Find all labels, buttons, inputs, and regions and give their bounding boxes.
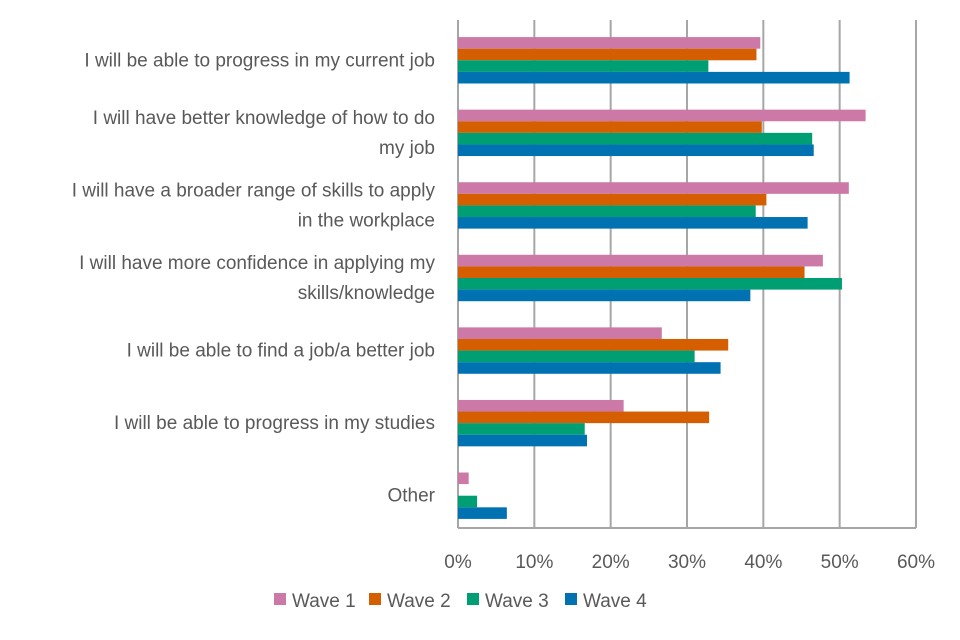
category-label: I will have more confidence in applying … bbox=[79, 253, 435, 274]
bar-wave-4 bbox=[458, 217, 808, 229]
bar-wave-3 bbox=[458, 132, 813, 145]
x-tick-label: 20% bbox=[592, 552, 630, 573]
legend-label: Wave 2 bbox=[387, 591, 451, 612]
bar-wave-4 bbox=[458, 71, 850, 84]
legend-swatch bbox=[565, 593, 577, 605]
bar-wave-3 bbox=[458, 495, 478, 508]
bar-wave-1 bbox=[458, 472, 469, 485]
bar-wave-4 bbox=[458, 289, 751, 302]
x-tick-label: 10% bbox=[515, 552, 553, 573]
bar-wave-3 bbox=[458, 205, 756, 218]
legend-label: Wave 3 bbox=[485, 591, 549, 612]
legend-swatch bbox=[467, 593, 479, 605]
legend-swatch bbox=[369, 593, 381, 605]
legend-swatch bbox=[274, 593, 286, 605]
bar-wave-4 bbox=[458, 362, 721, 374]
bar-wave-1 bbox=[458, 109, 866, 122]
x-tick-label: 40% bbox=[744, 552, 782, 573]
bar-wave-3 bbox=[458, 350, 695, 363]
bar-wave-1 bbox=[458, 254, 823, 267]
x-tick-label: 60% bbox=[897, 552, 935, 573]
bar-wave-3 bbox=[458, 278, 842, 290]
bar-wave-2 bbox=[458, 48, 757, 61]
bar-wave-4 bbox=[458, 434, 588, 447]
category-label: I will have better knowledge of how to d… bbox=[93, 108, 435, 129]
category-label: my job bbox=[379, 138, 435, 159]
category-label: skills/knowledge bbox=[298, 283, 435, 304]
bar-wave-2 bbox=[458, 338, 729, 351]
bar-wave-4 bbox=[458, 144, 814, 157]
x-tick-label: 30% bbox=[668, 552, 706, 573]
category-label: in the workplace bbox=[298, 210, 435, 231]
bar-wave-1 bbox=[458, 182, 849, 194]
legend-label: Wave 4 bbox=[583, 591, 647, 612]
bar-wave-3 bbox=[458, 423, 585, 435]
x-tick-label: 0% bbox=[444, 552, 472, 573]
bar-wave-2 bbox=[458, 266, 805, 278]
x-tick-label: 50% bbox=[821, 552, 859, 573]
category-label: I will be able to progress in my current… bbox=[84, 50, 435, 71]
category-label: Other bbox=[387, 486, 435, 507]
category-label: I will be able to progress in my studies bbox=[114, 413, 435, 434]
bar-wave-4 bbox=[458, 507, 507, 519]
bar-wave-1 bbox=[458, 399, 624, 412]
category-label: I will have a broader range of skills to… bbox=[72, 180, 436, 201]
bar-wave-2 bbox=[458, 193, 767, 206]
bar-wave-2 bbox=[458, 411, 710, 424]
bar-wave-3 bbox=[458, 60, 709, 72]
bar-wave-1 bbox=[458, 327, 662, 339]
legend-label: Wave 1 bbox=[292, 591, 356, 612]
category-label: I will be able to find a job/a better jo… bbox=[127, 341, 435, 362]
bar-wave-1 bbox=[458, 37, 761, 49]
bar-wave-2 bbox=[458, 121, 762, 133]
